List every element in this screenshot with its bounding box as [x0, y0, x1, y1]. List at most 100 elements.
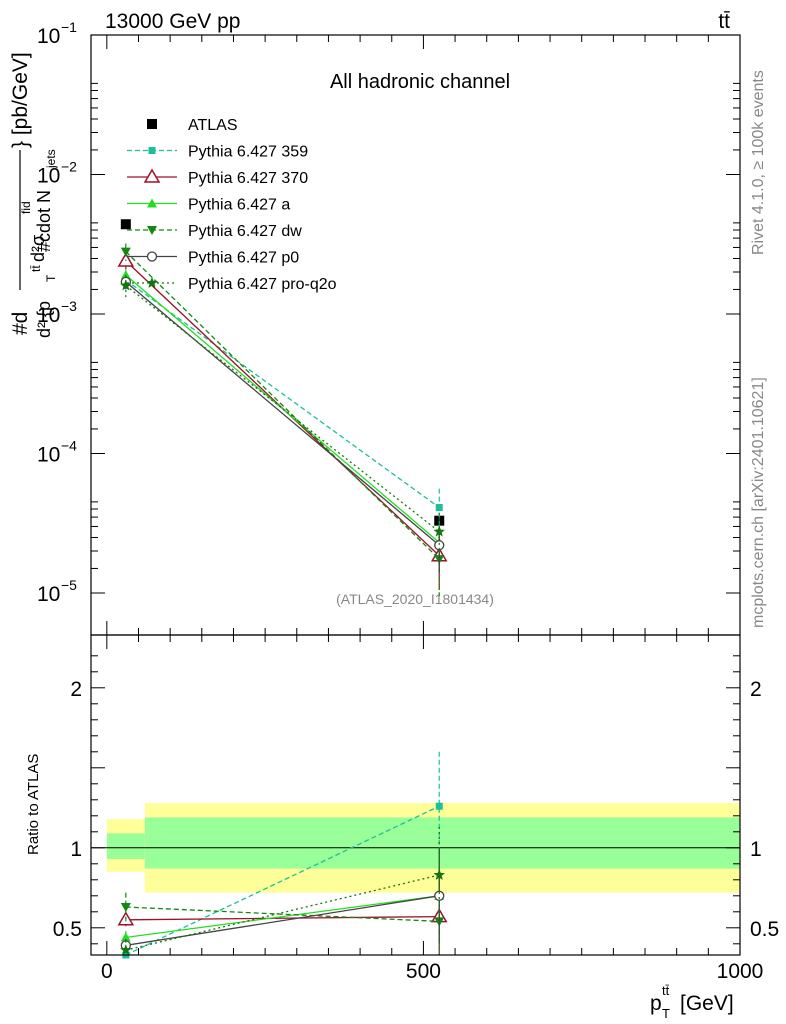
ratio-uncertainty-bands [106, 803, 740, 893]
legend: ATLAS Pythia 6.427 359 Pythia 6.427 370 Pyt… [127, 117, 337, 293]
x-tick-label-0: 0 [101, 960, 113, 983]
main-y-tick-label-0: 10 [37, 25, 60, 48]
series-pythia-6-427-pro-q2o [120, 275, 445, 560]
ratio-band-green-0 [106, 833, 145, 859]
legend-marker [148, 147, 156, 154]
ratio-y-tick-label-2: 2 [70, 678, 82, 701]
main-y-tick-label-3: 10 [37, 444, 60, 467]
ratio-line-pythia-6-427-370 [125, 915, 440, 921]
energy-label: 13000 GeV pp [105, 10, 240, 33]
ratio-series-pythia-6-427-pro-q2o [120, 827, 445, 956]
process-label: tt̄ [718, 10, 730, 33]
legend-marker [143, 168, 161, 183]
series-line-pythia-6-427-a [125, 274, 440, 544]
ratio-point-pythia-6-427-a-0 [120, 932, 131, 942]
ylabel-units: } [pb/GeV] [9, 52, 32, 148]
series-pythia-6-427-370 [117, 252, 448, 591]
series-pythia-6-427-a [120, 269, 445, 569]
legend-label: Pythia 6.427 pro-q2o [188, 276, 337, 293]
ratio-point-pythia-6-427-p0-1 [434, 890, 445, 901]
rivet-side-label: Rivet 4.1.0, ≥ 100k events [750, 70, 767, 255]
main-y-tick-exp-2: −3 [61, 298, 77, 314]
legend-marker [147, 119, 157, 129]
main-y-tick-exp-0: −1 [61, 19, 77, 35]
main-y-axis-label: #d d²σ fid d² {p T tt̄ #cdot N jets } [p… [9, 52, 58, 338]
legend-label: Pythia 6.427 dw [188, 223, 302, 240]
point-pythia-6-427-pro-q2o-1 [433, 525, 445, 537]
legend-entry-pythia-6-427-a: Pythia 6.427 a [127, 197, 290, 214]
ylabel-prefix: #d [9, 312, 32, 335]
legend-entry-pythia-6-427-dw: Pythia 6.427 dw [127, 223, 302, 240]
legend-marker [146, 277, 158, 288]
ratio-band-green-1 [144, 817, 740, 869]
xlabel-sup: tt̄ [662, 983, 670, 998]
point-pythia-6-427-pro-q2o-0 [120, 279, 132, 291]
ratio-series-group [117, 751, 448, 959]
legend-label: Pythia 6.427 a [188, 197, 290, 214]
ratio-line-pythia-6-427-p0 [125, 895, 440, 947]
series-line-pythia-6-427-359 [125, 279, 440, 509]
ratio-y-tick-label-0: 0.5 [53, 918, 82, 941]
ratio-y-tick-label-right-1: 1 [750, 838, 762, 861]
x-tick-label-2: 1000 [717, 960, 764, 983]
legend-entry-pythia-6-427-pro-q2o: Pythia 6.427 pro-q2o [127, 276, 337, 293]
legend-label: Pythia 6.427 370 [188, 170, 308, 187]
main-title: All hadronic channel [330, 71, 510, 93]
xlabel-base: p [650, 992, 662, 1015]
x-tick-label-1: 500 [406, 960, 441, 983]
ratio-y-tick-label-right-2: 2 [750, 678, 762, 701]
analysis-watermark: (ATLAS_2020_I1801434) [336, 591, 494, 607]
main-y-tick-exp-3: −4 [61, 438, 77, 454]
series-line-pythia-6-427-pro-q2o [125, 285, 440, 533]
ylabel-denominator-tail: #cdot N [34, 190, 54, 252]
x-axis-label: p T tt̄ [GeV] [650, 983, 734, 1021]
ylabel-denominator-sub: jets [44, 149, 58, 169]
main-y-tick-label-2: 10 [37, 304, 60, 327]
ylabel-denominator-sup: tt̄ [29, 265, 43, 272]
main-y-tick-exp-1: −2 [61, 159, 77, 175]
xlabel-units: [GeV] [680, 992, 734, 1015]
xlabel-sub: T [662, 1006, 670, 1021]
legend-label: ATLAS [188, 117, 238, 134]
legend-label: Pythia 6.427 359 [188, 144, 308, 161]
main-y-tick-label-1: 10 [37, 165, 60, 188]
main-series-group [117, 219, 448, 597]
ratio-y-tick-label-1: 1 [70, 838, 82, 861]
series-pythia-6-427-dw [120, 243, 445, 597]
main-panel: All hadronic channel (ATLAS_2020_I180143… [9, 19, 741, 636]
series-line-pythia-6-427-p0 [125, 281, 440, 546]
ratio-point-pythia-6-427-dw-0 [120, 903, 131, 912]
ratio-line-pythia-6-427-pro-q2o [125, 874, 440, 951]
legend-label: Pythia 6.427 p0 [188, 250, 299, 267]
point-pythia-6-427-a-0 [120, 270, 131, 280]
mcplots-side-label: mcplots.cern.ch [arXiv:2401.10621] [750, 377, 767, 628]
legend-marker [147, 198, 157, 208]
ratio-line-pythia-6-427-dw [125, 906, 440, 923]
point-pythia-6-427-359-1 [435, 504, 443, 512]
series-line-pythia-6-427-dw [125, 251, 440, 560]
point-atlas-0 [120, 219, 131, 230]
ratio-y-ticks: 0.5 0.5 1 1 2 2 [53, 655, 779, 945]
main-y-tick-exp-4: −5 [61, 577, 77, 593]
ratio-y-tick-label-right-0: 0.5 [750, 918, 779, 941]
ylabel-numerator: d²σ [28, 235, 48, 262]
point-pythia-6-427-dw-0 [120, 247, 131, 257]
ratio-point-pythia-6-427-pro-q2o-1 [433, 869, 445, 880]
ratio-point-pythia-6-427-pro-q2o-0 [120, 944, 132, 956]
legend-entry-pythia-6-427-p0: Pythia 6.427 p0 [127, 250, 299, 267]
legend-entry-pythia-6-427-370: Pythia 6.427 370 [127, 168, 308, 187]
ratio-panel: 0.5 0.5 1 1 2 2 0 500 1000 Ratio to ATLAS p T t… [25, 634, 779, 1021]
main-y-tick-label-4: 10 [37, 583, 60, 606]
ylabel-denominator-mid: T [44, 274, 58, 282]
ratio-x-ticks: 0 500 1000 [101, 635, 763, 983]
ratio-frame [90, 634, 741, 956]
ratio-line-pythia-6-427-a [125, 895, 440, 939]
legend-marker [147, 226, 157, 235]
ylabel-denominator: d² {p [34, 301, 54, 338]
legend-marker [146, 251, 158, 262]
main-y-ticks: 10−110−210−310−410−5 [37, 19, 741, 635]
ratio-y-axis-label: Ratio to ATLAS [25, 754, 42, 855]
legend-entry-pythia-6-427-359: Pythia 6.427 359 [127, 144, 308, 161]
ratio-point-pythia-6-427-359-1 [435, 802, 443, 810]
